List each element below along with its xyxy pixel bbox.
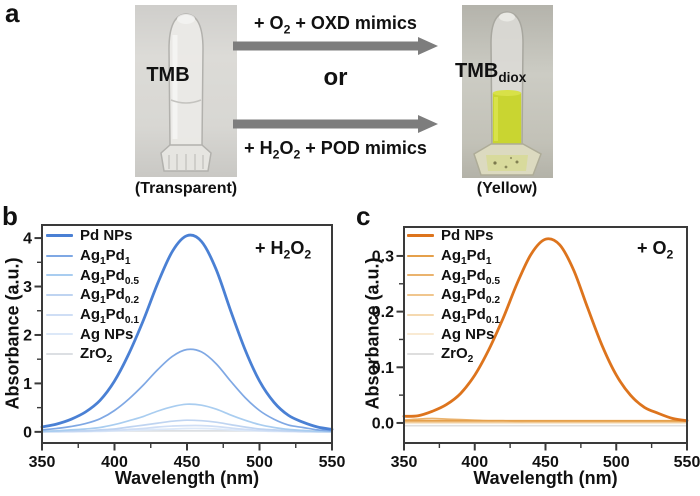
- pod-route-label: + H2O2 + POD mimics: [244, 138, 427, 162]
- legend-item: Ag NPs: [407, 324, 500, 344]
- y-tick-label: 0.3: [372, 248, 394, 265]
- legend-label: Pd NPs: [80, 227, 133, 245]
- legend-label: Ag1Pd1: [80, 247, 131, 268]
- legend-item: Ag1Pd0.2: [46, 285, 140, 307]
- reaction-arrow-top: [233, 37, 438, 55]
- legend-item: Ag1Pd0.1: [407, 305, 501, 327]
- legend-item: Ag1Pd0.5: [46, 265, 140, 287]
- legend-line-swatch: [407, 352, 434, 355]
- curve: [41, 419, 333, 433]
- y-tick-label: 4: [23, 231, 32, 248]
- panel-a-letter: a: [5, 0, 20, 28]
- legend-label: Ag1Pd0.1: [441, 306, 501, 327]
- legend-item: Ag1Pd1: [407, 246, 500, 268]
- x-tick-label: 350: [29, 454, 56, 471]
- legend-item: Ag1Pd0.2: [407, 285, 501, 307]
- left-vial-caption: (Transparent): [134, 180, 238, 197]
- panel-b-letter: b: [2, 201, 18, 231]
- legend-line-swatch: [46, 333, 73, 336]
- annotation-h2o2: + H2O2: [255, 238, 312, 262]
- legend-line-swatch: [407, 254, 434, 257]
- x-tick-label: 500: [603, 454, 630, 471]
- left-vial-photo: [135, 5, 237, 177]
- xlabel-b: Wavelength (nm): [114, 468, 260, 488]
- x-tick-label: 400: [101, 454, 128, 471]
- legend-line-swatch: [407, 234, 434, 238]
- or-label: or: [323, 64, 348, 91]
- legend-b: Pd NPs Ag1Pd1 Ag1Pd0.5 Ag1Pd0.2 Ag1Pd0.1 Ag N…: [46, 226, 140, 366]
- legend-label: Ag NPs: [441, 325, 495, 343]
- oxd-route-label: + O2 + OXD mimics: [254, 13, 417, 37]
- legend-line-swatch: [46, 254, 73, 257]
- legend-line-swatch: [407, 274, 434, 277]
- legend-c: Pd NPs Ag1Pd1 Ag1Pd0.5 Ag1Pd0.2 Ag1Pd0.1 Ag N…: [407, 226, 501, 366]
- legend-label: Ag1Pd0.5: [441, 266, 501, 287]
- legend-item: Ag1Pd0.1: [46, 305, 140, 327]
- legend-item: ZrO2: [46, 344, 139, 366]
- legend-label: ZrO2: [80, 345, 113, 366]
- legend-line-swatch: [46, 313, 73, 316]
- chart-b: 350 400 450 500 550 0 1 2 3 4: [23, 224, 346, 471]
- transparent-tube-illustration: [160, 13, 212, 172]
- x-tick-label: 450: [532, 454, 559, 471]
- x-tick-label: 500: [246, 454, 273, 471]
- y-tick-label: 0.0: [372, 415, 394, 432]
- ylabel-b: Absorbance (a.u.): [2, 257, 23, 410]
- legend-label: Pd NPs: [441, 227, 494, 245]
- x-tick-label: 400: [461, 454, 488, 471]
- chart-c: 350 400 450 500 550 0.0 0.1 0.2 0.3: [372, 226, 700, 471]
- legend-label: Ag1Pd1: [441, 247, 492, 268]
- legend-label: ZrO2: [441, 345, 474, 366]
- panel-c-letter: c: [356, 201, 371, 231]
- y-tick-label: 0.2: [372, 304, 394, 321]
- y-tick-label: 3: [23, 279, 32, 296]
- legend-label: Ag1Pd0.5: [80, 266, 140, 287]
- legend-item: Pd NPs: [407, 226, 500, 246]
- yellow-tube-illustration: [473, 11, 542, 176]
- curve: [402, 237, 689, 423]
- panel-b: b 350 400 450 500 550 0 1 2 3 4 Pd NPs Ag1Pd1 Ag1Pd…: [0, 201, 350, 496]
- legend-label: Ag NPs: [80, 325, 134, 343]
- legend-item: Pd NPs: [46, 226, 139, 246]
- curve: [41, 348, 333, 432]
- panel-a: a TMB (Transparent) + O2 + OXD mimics or…: [0, 0, 700, 205]
- panel-c: c 350 400 450 500 550 0.0 0.1 0.2 0.3 Pd NPs Ag1P…: [350, 201, 700, 496]
- y-tick-label: 0.1: [372, 360, 394, 377]
- y-tick-label: 0: [23, 424, 32, 441]
- legend-label: Ag1Pd0.2: [441, 286, 501, 307]
- y-tick-label: 2: [23, 327, 32, 344]
- annotation-o2: + O2: [637, 238, 674, 262]
- xlabel-c: Wavelength (nm): [473, 468, 618, 488]
- legend-item: Ag NPs: [46, 324, 139, 344]
- ylabel-c: Absorbance (a.u.): [362, 257, 383, 410]
- x-tick-label: 550: [319, 454, 346, 471]
- legend-line-swatch: [46, 352, 73, 355]
- curve: [41, 403, 333, 433]
- x-tick-label: 450: [174, 454, 201, 471]
- curve: [40, 233, 334, 431]
- right-vial-label: TMBdiox: [455, 60, 527, 85]
- right-vial-photo: [462, 5, 553, 178]
- legend-line-swatch: [46, 293, 73, 296]
- left-vial-label: TMB: [146, 64, 190, 86]
- legend-label: Ag1Pd0.2: [80, 286, 140, 307]
- legend-item: Ag1Pd0.5: [407, 265, 501, 287]
- legend-line-swatch: [407, 293, 434, 296]
- legend-label: Ag1Pd0.1: [80, 306, 140, 327]
- x-tick-label: 350: [391, 454, 418, 471]
- plot-frame: [403, 226, 688, 444]
- legend-item: Ag1Pd1: [46, 246, 139, 268]
- legend-item: ZrO2: [407, 344, 500, 366]
- legend-line-swatch: [407, 333, 434, 336]
- legend-line-swatch: [46, 234, 73, 238]
- legend-line-swatch: [46, 274, 73, 277]
- plot-frame: [41, 224, 333, 444]
- x-tick-label: 550: [674, 454, 700, 471]
- legend-line-swatch: [407, 313, 434, 316]
- reaction-arrow-bottom: [233, 115, 438, 133]
- y-tick-label: 1: [23, 376, 32, 393]
- right-vial-caption: (Yellow): [476, 180, 538, 197]
